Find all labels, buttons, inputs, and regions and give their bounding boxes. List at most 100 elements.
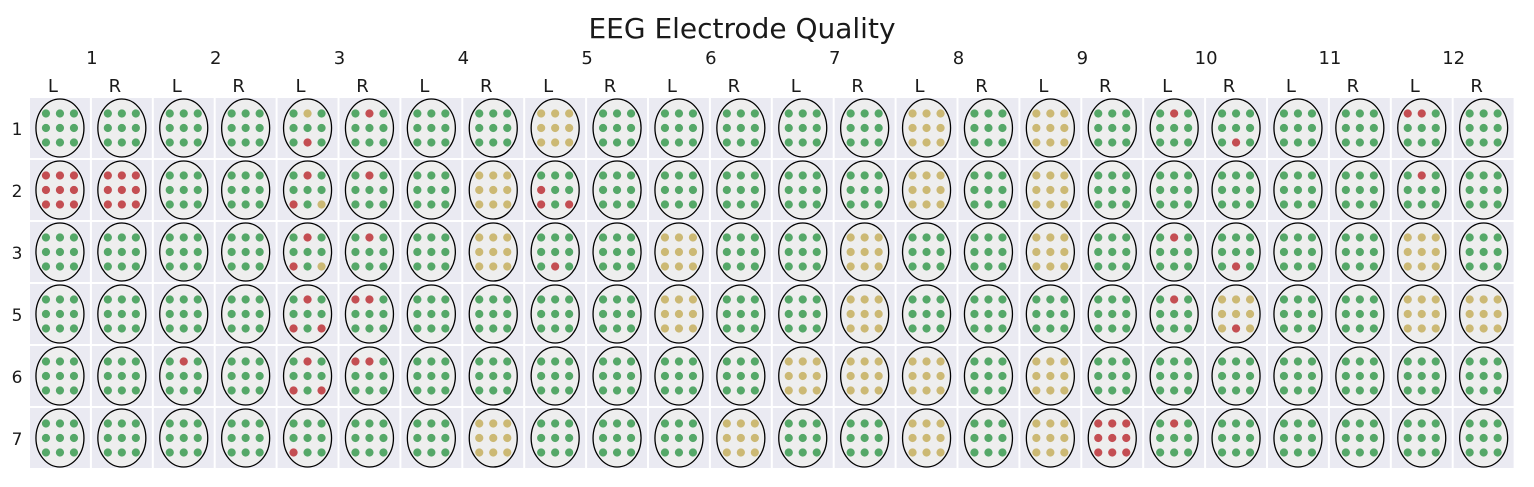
electrode-dot	[227, 123, 236, 133]
electrode-dot	[413, 247, 422, 257]
electrode-dot	[1184, 309, 1193, 319]
side-label: R	[975, 76, 988, 97]
electrode-dot	[984, 138, 993, 147]
electrode-dot	[565, 123, 574, 133]
electrode-dot	[551, 433, 560, 443]
electrode-dot	[1032, 419, 1041, 428]
electrode-cell	[463, 346, 524, 406]
electrode-dot	[365, 295, 374, 304]
electrode-dot	[537, 109, 546, 118]
electrode-dot	[427, 357, 436, 366]
electrode-dot	[1060, 200, 1069, 209]
electrode-dot	[55, 295, 65, 304]
electrode-dot	[984, 233, 993, 242]
electrode-dot	[537, 233, 546, 242]
electrode-dot	[1307, 123, 1317, 133]
electrode-dot	[812, 233, 821, 242]
electrode-dot	[936, 200, 945, 209]
electrode-dot	[1046, 171, 1055, 180]
electrode-dot	[475, 185, 484, 195]
electrode-dot	[1479, 324, 1488, 333]
electrode-dot	[1369, 386, 1378, 395]
electrode-dot	[1307, 309, 1317, 319]
electrode-dot	[998, 324, 1007, 333]
electrode-cell	[1082, 222, 1143, 282]
electrode-dot	[303, 371, 312, 381]
electrode-dot	[936, 386, 945, 395]
electrode-dot	[688, 233, 698, 242]
electrode-dot	[984, 433, 993, 443]
electrode-dot	[1341, 433, 1350, 443]
electrode-dot	[1094, 171, 1103, 180]
electrode-dot	[860, 433, 869, 443]
electrode-dot	[565, 262, 574, 271]
electrode-dot	[1231, 185, 1241, 195]
electrode-dot	[227, 433, 236, 443]
electrode-dot	[537, 171, 546, 180]
electrode-dot	[598, 123, 608, 133]
electrode-dot	[1231, 309, 1241, 319]
electrode-dot	[131, 448, 140, 457]
electrode-dot	[489, 324, 498, 333]
electrode-dot	[736, 386, 745, 395]
electrode-dot	[1341, 233, 1350, 242]
electrode-dot	[626, 448, 636, 457]
electrode-dot	[1369, 448, 1378, 457]
electrode-dot	[1403, 171, 1412, 180]
electrode-dot	[379, 138, 388, 147]
electrode-dot	[241, 371, 250, 381]
electrode-dot	[131, 200, 140, 209]
electrode-dot	[922, 419, 931, 428]
electrode-dot	[998, 233, 1007, 242]
electrode-dot	[970, 309, 979, 319]
electrode-dot	[1170, 138, 1179, 147]
electrode-dot	[1184, 262, 1193, 271]
electrode-cell	[30, 284, 90, 344]
electrode-dot	[908, 247, 917, 257]
electrode-dot	[860, 386, 869, 395]
electrode-dot	[1493, 262, 1502, 271]
electrode-dot	[874, 433, 883, 443]
electrode-dot	[303, 433, 312, 443]
electrode-dot	[193, 123, 202, 133]
electrode-dot	[317, 324, 326, 333]
electrode-dot	[1170, 247, 1179, 257]
electrode-dot	[489, 295, 498, 304]
electrode-cell	[215, 222, 276, 282]
electrode-cell	[1268, 222, 1328, 282]
electrode-dot	[55, 448, 65, 457]
electrode-dot	[55, 309, 65, 319]
electrode-dot	[812, 247, 821, 257]
electrode-dot	[193, 309, 202, 319]
electrode-dot	[846, 171, 855, 180]
electrode-dot	[441, 233, 450, 242]
electrode-dot	[846, 419, 855, 428]
electrode-dot	[1046, 433, 1055, 443]
electrode-dot	[379, 433, 388, 443]
electrode-dot	[41, 419, 51, 428]
electrode-dot	[255, 138, 264, 147]
electrode-dot	[227, 324, 236, 333]
electrode-dot	[908, 324, 917, 333]
electrode-cell	[1391, 222, 1452, 282]
electrode-dot	[351, 419, 360, 428]
electrode-dot	[427, 138, 436, 147]
electrode-cell	[1144, 346, 1205, 406]
electrode-dot	[722, 185, 731, 195]
electrode-dot	[1245, 309, 1255, 319]
electrode-dot	[55, 123, 65, 133]
electrode-dot	[922, 386, 931, 395]
electrode-cell	[1206, 222, 1266, 282]
electrode-dot	[1122, 324, 1131, 333]
electrode-dot	[1369, 433, 1378, 443]
electrode-dot	[874, 138, 883, 147]
electrode-dot	[1184, 419, 1193, 428]
electrode-dot	[798, 262, 807, 271]
electrode-dot	[489, 386, 498, 395]
electrode-dot	[1279, 233, 1289, 242]
electrode-dot	[1046, 200, 1055, 209]
electrode-dot	[1156, 123, 1165, 133]
electrode-dot	[1403, 371, 1412, 381]
electrode-dot	[41, 371, 51, 381]
electrode-dot	[193, 295, 202, 304]
